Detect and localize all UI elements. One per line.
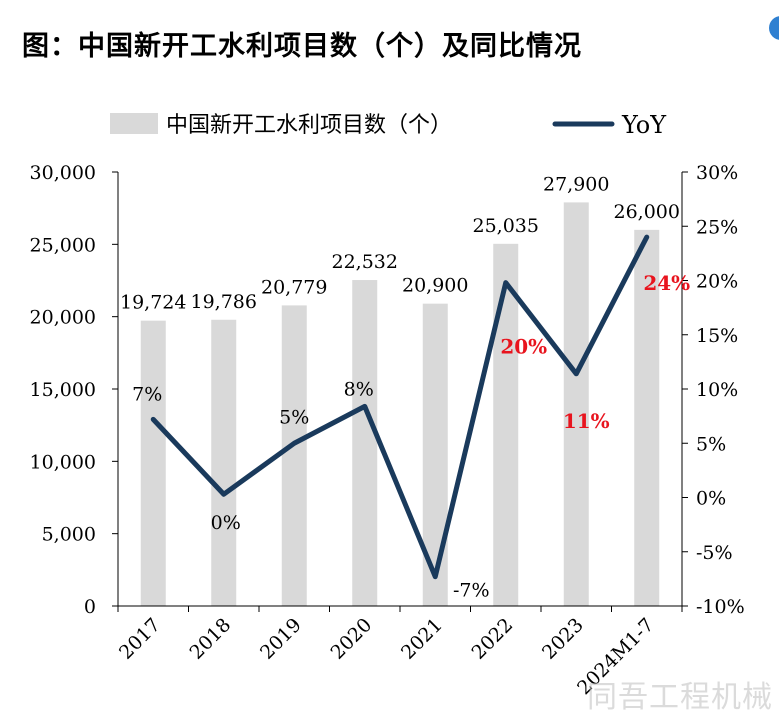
x-tick-label: 2019: [256, 614, 306, 664]
bar-value-label: 19,724: [120, 292, 186, 314]
bar-2023: [563, 202, 589, 606]
yoy-line: [150, 234, 650, 580]
bar-value-label: 22,532: [332, 251, 398, 273]
x-tick-label: 2017: [115, 614, 165, 664]
bar-value-label: 19,786: [191, 291, 257, 313]
left-tick-label: 25,000: [30, 234, 96, 256]
right-tick-label: 10%: [696, 379, 738, 401]
bar-2019: [281, 305, 307, 606]
bar-2020: [352, 280, 378, 606]
bar-value-label: 20,779: [261, 276, 327, 298]
x-tick-label: 2022: [468, 614, 518, 664]
bar-value-label: 20,900: [402, 275, 468, 297]
left-tick-label: 5,000: [42, 524, 96, 546]
yoy-value-label: 20%: [500, 335, 547, 359]
bar-2024M1-7: [634, 229, 660, 606]
bar-value-label: 25,035: [473, 215, 539, 237]
right-tick-label: 15%: [696, 325, 738, 347]
chart-title: 图：中国新开工水利项目数（个）及同比情况: [22, 31, 582, 62]
yoy-value-label: 8%: [344, 378, 374, 400]
bar-2017: [140, 320, 166, 606]
right-tick-label: 20%: [696, 271, 738, 293]
x-tick-label: 2018: [186, 614, 236, 664]
x-tick-label: 2021: [397, 614, 447, 664]
left-tick-label: 0: [84, 596, 96, 618]
bar-2018: [211, 319, 237, 606]
legend-bar-label: 中国新开工水利项目数（个）: [166, 113, 452, 138]
chart-legend: 中国新开工水利项目数（个） YoY: [110, 111, 667, 139]
watermark-text: 同吾工程机械: [587, 680, 773, 715]
x-tick-label: 2020: [327, 614, 377, 664]
yoy-value-label: 0%: [211, 512, 241, 534]
right-tick-label: 25%: [696, 216, 738, 238]
bar-2022: [493, 243, 519, 606]
yoy-value-label: 5%: [279, 406, 309, 428]
yoy-value-label: 11%: [563, 409, 610, 433]
left-tick-label: 10,000: [30, 451, 96, 473]
yoy-line-series: [150, 234, 650, 580]
corner-badge: [769, 16, 779, 40]
yoy-value-label: 7%: [132, 383, 162, 405]
yoy-value-label: 24%: [643, 271, 690, 295]
left-tick-label: 15,000: [30, 379, 96, 401]
left-tick-label: 30,000: [30, 162, 96, 184]
right-tick-label: 0%: [696, 488, 726, 510]
legend-line-label: YoY: [621, 111, 667, 139]
bar-series: [140, 202, 660, 606]
right-tick-label: 5%: [696, 433, 726, 455]
bar-value-label: 26,000: [614, 201, 680, 223]
right-tick-label: -10%: [696, 596, 745, 618]
chart-axes: 0 5,000 10,000 15,000 20,000 25,000 30,000 -10%…: [30, 162, 745, 699]
right-tick-label: -5%: [696, 542, 733, 564]
x-tick-label: 2023: [538, 614, 588, 664]
legend-bar-swatch: [110, 113, 158, 134]
right-tick-label: 30%: [696, 162, 738, 184]
yoy-value-label: -7%: [453, 580, 490, 602]
bar-value-label: 27,900: [543, 173, 609, 195]
left-tick-label: 20,000: [30, 307, 96, 329]
